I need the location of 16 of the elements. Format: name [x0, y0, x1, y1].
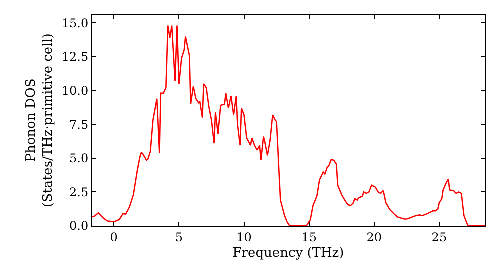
x-tick-label: 0: [110, 230, 118, 244]
y-tick-label: 12.5: [62, 50, 89, 64]
y-tick-label: 5.0: [70, 152, 89, 166]
line-series: [92, 25, 485, 226]
y-tick-label: 0.0: [70, 219, 89, 234]
y-axis-title: Phonon DOS (States/THz·primitive cell): [24, 33, 56, 208]
y-tick-label: 15.0: [62, 16, 89, 30]
y-tick-label: 7.5: [70, 118, 89, 132]
x-tick-label: 15: [302, 230, 317, 244]
x-tick-label: 25: [432, 230, 448, 244]
x-axis-title: Frequency (THz): [232, 246, 344, 261]
x-tick-label: 10: [236, 230, 252, 244]
y-tick-label: 2.5: [70, 185, 89, 200]
x-tick-label: 5: [175, 230, 184, 244]
y-tick-label: 10.0: [62, 84, 89, 98]
x-tick-label: 20: [366, 230, 382, 244]
